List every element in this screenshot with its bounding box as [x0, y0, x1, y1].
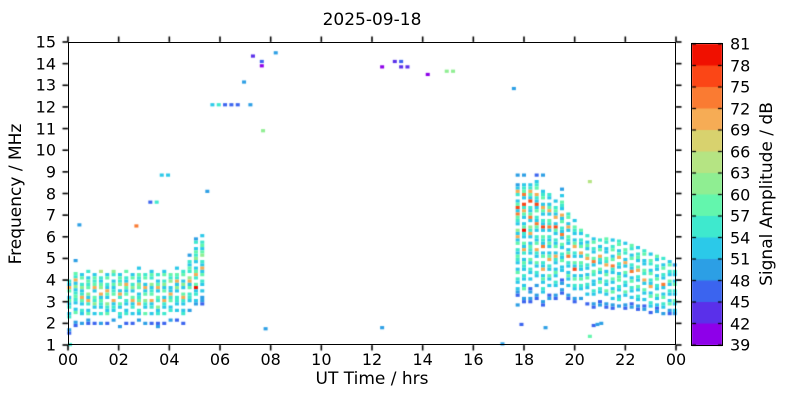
y-tick-label: 2 [45, 313, 56, 333]
colorbar-tick-label: 81 [730, 34, 751, 54]
colorbar-tick-label: 60 [730, 185, 751, 204]
colorbar-tick-label: 75 [730, 77, 751, 97]
chart-title: 2025-09-18 [322, 10, 422, 30]
y-tick-label: 6 [45, 227, 56, 247]
x-tick-label: 22 [615, 350, 636, 369]
y-tick-label: 1 [45, 335, 56, 355]
x-tick-label: 04 [159, 350, 180, 369]
colorbar-tick-label: 48 [730, 271, 751, 290]
y-tick-label: 8 [45, 184, 56, 203]
y-tick-label: 11 [35, 119, 56, 139]
y-tick-label: 14 [35, 54, 56, 74]
colorbar-tick-label: 51 [730, 249, 751, 269]
colorbar-tick-label: 42 [730, 314, 751, 333]
y-tick-label: 12 [35, 97, 56, 117]
x-tick-label: 06 [209, 350, 231, 369]
colorbar-tick-label: 45 [730, 292, 751, 312]
x-tick-label: 00 [57, 350, 79, 369]
x-tick-label: 20 [564, 350, 585, 369]
colorbar-tick-label: 39 [730, 335, 751, 355]
x-tick-label: 08 [260, 350, 281, 369]
x-tick-label: 00 [665, 350, 687, 369]
x-tick-label: 12 [361, 350, 383, 369]
y-tick-label: 3 [45, 292, 56, 312]
y-tick-label: 9 [45, 162, 56, 182]
y-tick-label: 15 [35, 32, 56, 52]
colorbar-tick-label: 72 [730, 99, 751, 118]
colorbar-tick-label: 57 [730, 206, 751, 226]
colorbar-label: Signal Amplitude / dB [757, 102, 777, 286]
y-tick-label: 4 [45, 270, 56, 290]
y-tick-label: 7 [45, 205, 56, 225]
y-tick-label: 5 [45, 248, 56, 268]
colorbar-tick-label: 69 [730, 120, 751, 140]
colorbar-tick-label: 54 [730, 228, 751, 247]
x-tick-label: 10 [311, 350, 332, 369]
x-tick-label: 02 [108, 350, 129, 369]
x-tick-label: 16 [463, 350, 484, 369]
plot-area [68, 42, 676, 345]
x-axis-label: UT Time / hrs [315, 369, 429, 389]
colorbar-tick-label: 78 [730, 56, 751, 75]
y-tick-label: 13 [35, 75, 56, 95]
colorbar [690, 42, 723, 346]
x-tick-label: 18 [513, 350, 535, 369]
colorbar-tick-label: 66 [730, 142, 751, 161]
y-tick-label: 10 [35, 140, 56, 160]
x-tick-label: 14 [412, 350, 433, 369]
colorbar-tick-label: 63 [730, 163, 751, 183]
